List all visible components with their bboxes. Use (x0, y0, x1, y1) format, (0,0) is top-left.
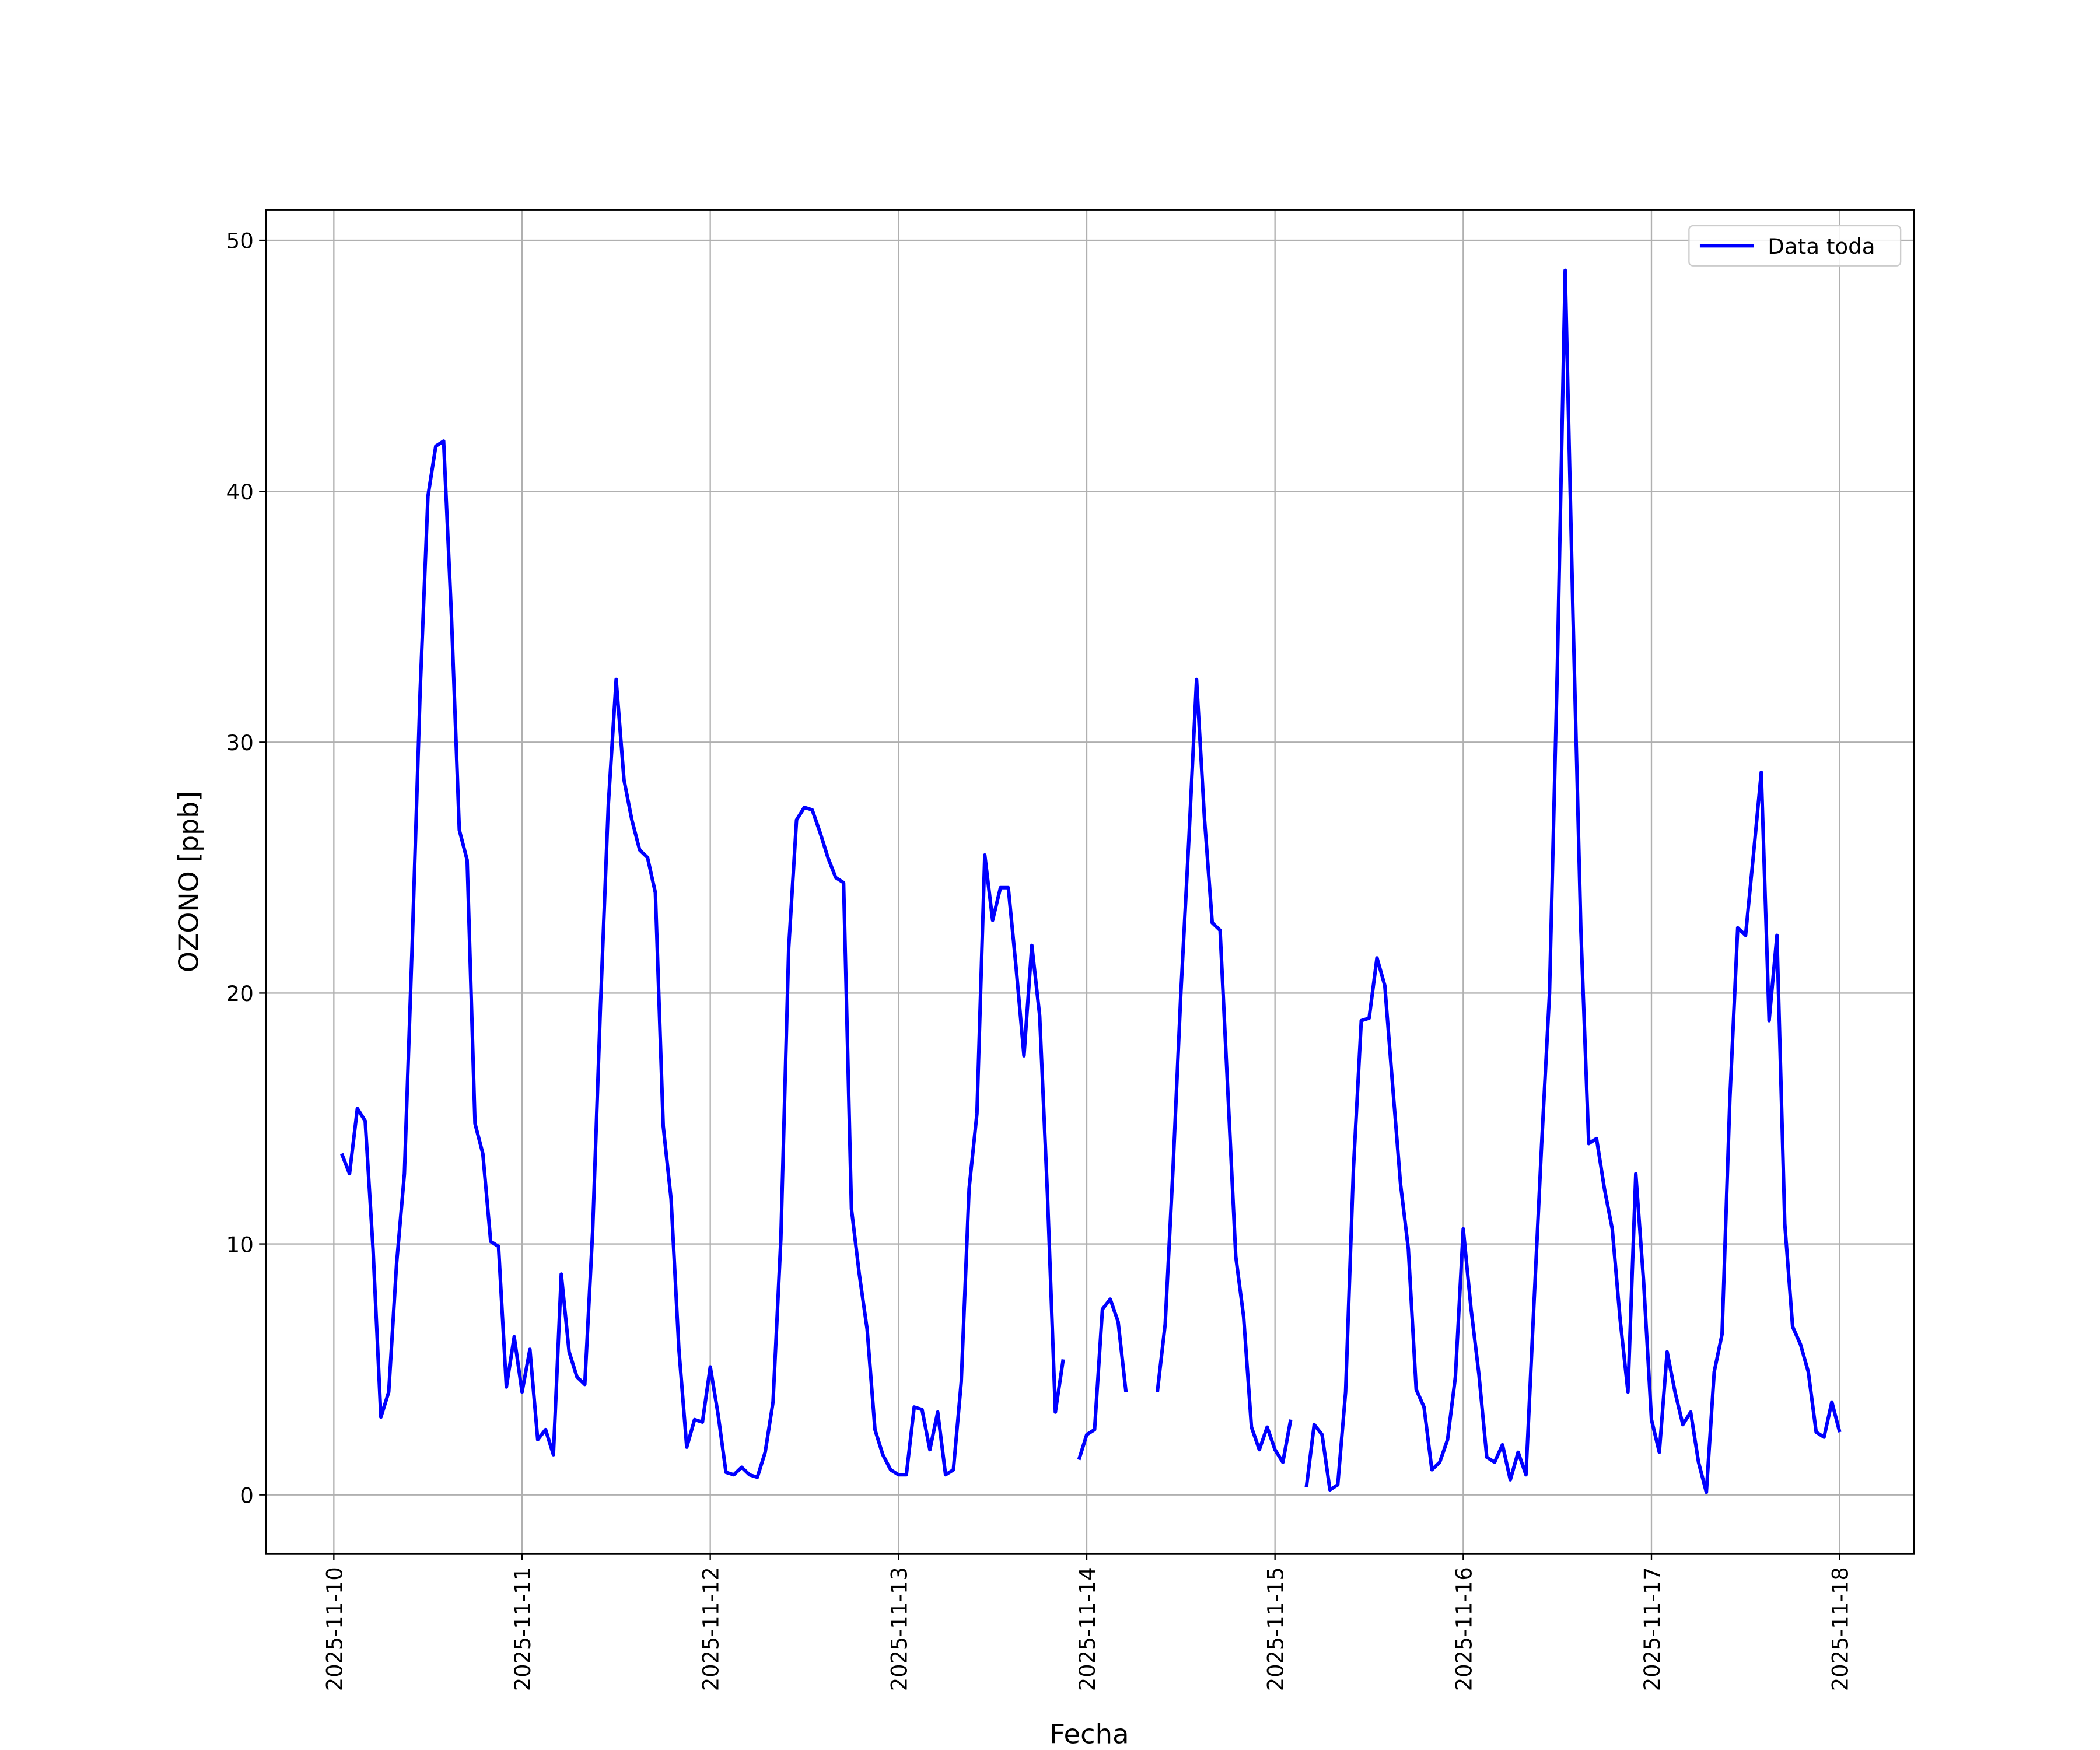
x-tick-label: 2025-11-14 (1075, 1567, 1100, 1691)
y-tick-label: 30 (226, 730, 254, 755)
x-tick-label: 2025-11-10 (322, 1567, 347, 1691)
x-tick-label: 2025-11-17 (1640, 1567, 1665, 1691)
x-tick-label: 2025-11-11 (510, 1567, 536, 1691)
y-tick-label: 50 (226, 229, 254, 254)
legend: Data toda (1688, 225, 1902, 267)
data-line (340, 268, 1842, 1494)
legend-label: Data toda (1768, 234, 1875, 259)
x-tick-label: 2025-11-16 (1451, 1567, 1476, 1691)
x-tick-label: 2025-11-18 (1828, 1567, 1853, 1691)
y-tick-label: 0 (240, 1483, 254, 1508)
legend-box (1688, 225, 1902, 267)
y-axis-label: OZONO [ppb] (173, 791, 204, 972)
y-tick-label: 10 (226, 1233, 254, 1258)
y-tick-label: 20 (226, 981, 254, 1006)
x-tick-label: 2025-11-12 (698, 1567, 723, 1691)
plot-frame (265, 209, 1915, 1555)
x-tick-label: 2025-11-13 (887, 1567, 912, 1691)
y-tick-label: 40 (226, 480, 254, 505)
x-axis-label: Fecha (1049, 1718, 1129, 1750)
x-tick-label: 2025-11-15 (1263, 1567, 1288, 1691)
